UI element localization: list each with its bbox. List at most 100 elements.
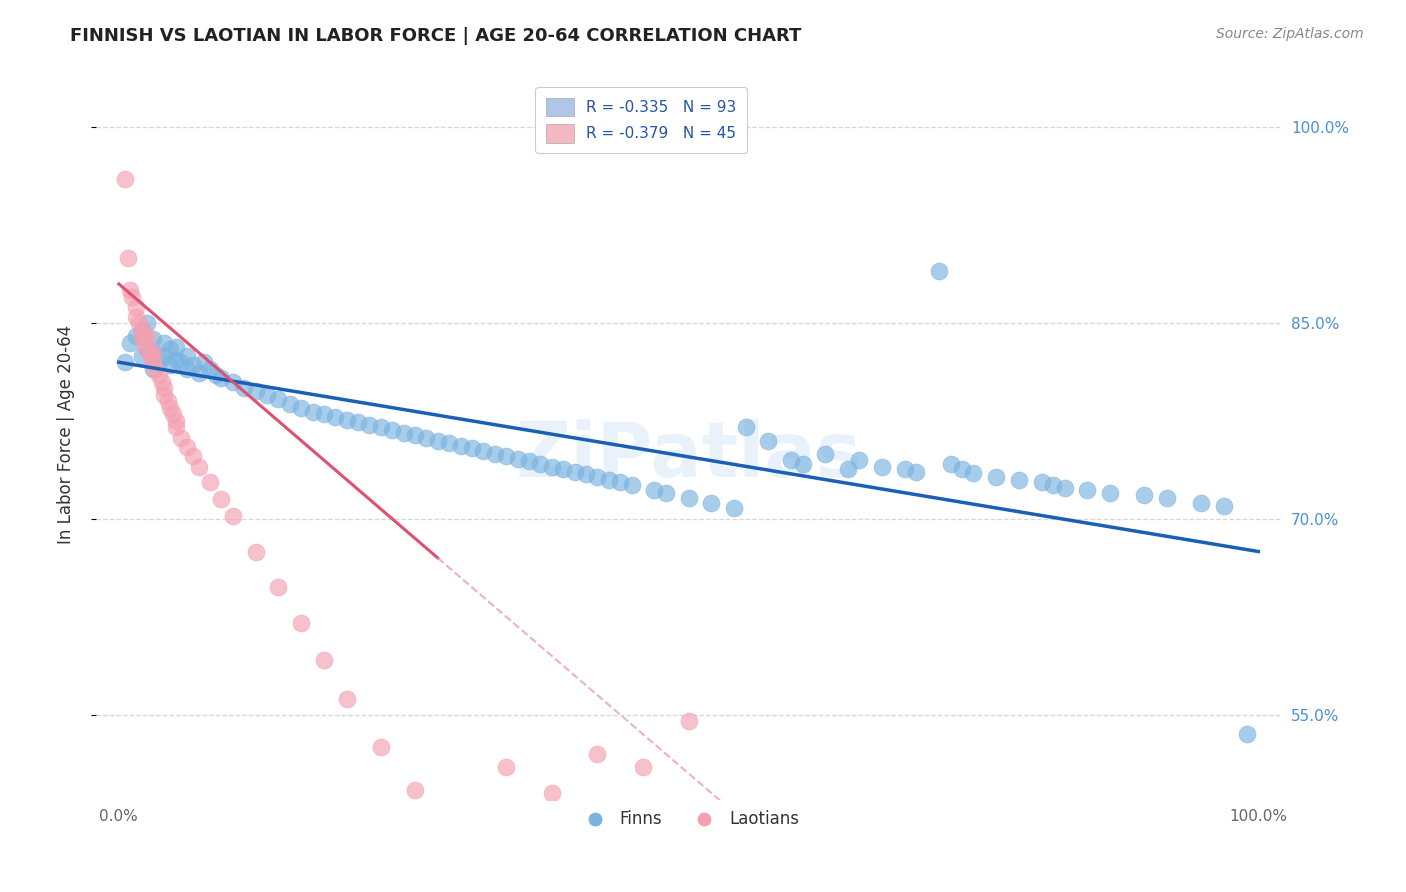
- Point: [586, 747, 609, 761]
- Point: [278, 397, 301, 411]
- Point: [620, 478, 643, 492]
- Point: [655, 485, 678, 500]
- Point: [404, 783, 426, 797]
- Point: [439, 436, 461, 450]
- Point: [125, 310, 148, 324]
- Point: [928, 264, 950, 278]
- Point: [245, 384, 267, 398]
- Point: [540, 786, 562, 800]
- Point: [222, 375, 245, 389]
- Point: [142, 361, 165, 376]
- Point: [1031, 475, 1053, 490]
- Point: [139, 349, 162, 363]
- Point: [450, 439, 472, 453]
- Point: [125, 329, 148, 343]
- Point: [165, 420, 187, 434]
- Point: [187, 459, 209, 474]
- Point: [162, 408, 184, 422]
- Point: [872, 459, 894, 474]
- Point: [114, 355, 136, 369]
- Point: [370, 420, 392, 434]
- Point: [181, 449, 204, 463]
- Point: [848, 453, 870, 467]
- Point: [598, 473, 620, 487]
- Point: [609, 475, 631, 490]
- Point: [204, 368, 226, 383]
- Text: ZiPatlas: ZiPatlas: [516, 419, 862, 493]
- Point: [780, 453, 803, 467]
- Point: [301, 405, 323, 419]
- Point: [131, 329, 153, 343]
- Text: Source: ZipAtlas.com: Source: ZipAtlas.com: [1216, 27, 1364, 41]
- Text: FINNISH VS LAOTIAN IN LABOR FORCE | AGE 20-64 CORRELATION CHART: FINNISH VS LAOTIAN IN LABOR FORCE | AGE …: [70, 27, 801, 45]
- Point: [1213, 499, 1236, 513]
- Point: [837, 462, 859, 476]
- Point: [894, 462, 917, 476]
- Point: [222, 509, 245, 524]
- Point: [267, 580, 290, 594]
- Point: [187, 366, 209, 380]
- Point: [120, 335, 142, 350]
- Point: [553, 462, 575, 476]
- Point: [336, 412, 359, 426]
- Point: [170, 355, 193, 369]
- Point: [495, 449, 517, 463]
- Point: [700, 496, 723, 510]
- Point: [814, 447, 837, 461]
- Point: [128, 316, 150, 330]
- Point: [347, 415, 370, 429]
- Y-axis label: In Labor Force | Age 20-64: In Labor Force | Age 20-64: [58, 325, 75, 543]
- Point: [631, 760, 654, 774]
- Point: [181, 358, 204, 372]
- Point: [148, 355, 170, 369]
- Point: [153, 349, 176, 363]
- Point: [506, 451, 529, 466]
- Point: [415, 431, 437, 445]
- Point: [153, 388, 176, 402]
- Point: [564, 465, 586, 479]
- Point: [159, 342, 181, 356]
- Point: [290, 401, 312, 415]
- Point: [643, 483, 665, 497]
- Point: [267, 392, 290, 406]
- Point: [142, 344, 165, 359]
- Point: [1156, 491, 1178, 505]
- Point: [905, 465, 928, 479]
- Point: [381, 423, 404, 437]
- Point: [143, 361, 166, 376]
- Point: [540, 459, 562, 474]
- Point: [165, 414, 187, 428]
- Point: [986, 470, 1008, 484]
- Point: [131, 322, 153, 336]
- Point: [159, 401, 181, 415]
- Point: [392, 425, 415, 440]
- Point: [117, 251, 139, 265]
- Point: [120, 284, 142, 298]
- Point: [950, 462, 973, 476]
- Point: [450, 838, 472, 853]
- Point: [734, 420, 756, 434]
- Point: [209, 371, 232, 385]
- Point: [165, 340, 187, 354]
- Point: [153, 381, 176, 395]
- Point: [962, 466, 984, 480]
- Point: [150, 375, 173, 389]
- Point: [131, 322, 153, 336]
- Point: [756, 434, 779, 448]
- Point: [359, 417, 381, 432]
- Point: [290, 616, 312, 631]
- Point: [142, 344, 165, 359]
- Point: [517, 454, 540, 468]
- Point: [193, 355, 215, 369]
- Point: [176, 349, 198, 363]
- Point: [312, 653, 335, 667]
- Point: [136, 342, 159, 356]
- Point: [176, 361, 198, 376]
- Point: [121, 290, 143, 304]
- Point: [198, 475, 221, 490]
- Point: [323, 410, 346, 425]
- Point: [792, 457, 814, 471]
- Point: [1099, 485, 1122, 500]
- Point: [256, 388, 278, 402]
- Point: [495, 760, 517, 774]
